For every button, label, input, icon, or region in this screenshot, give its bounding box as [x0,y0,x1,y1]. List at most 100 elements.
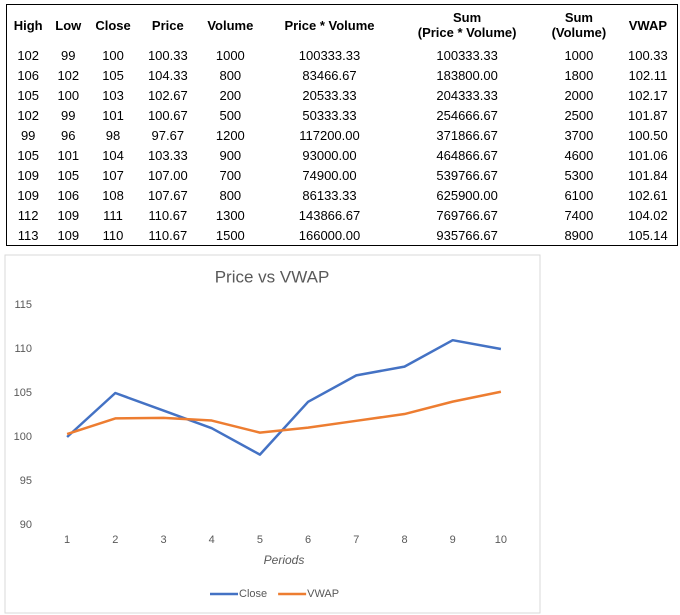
table-cell: 166000.00 [298,227,361,243]
table-cell: 102 [17,47,40,63]
table-cell: 105 [57,167,80,183]
table-row: 99 96 98 97.67 1200 117200.00 371866.67 3700 100… [7,125,678,145]
table-cell: 99 [20,127,36,143]
table-cell: 83466.67 [302,67,357,83]
x-tick-label: 10 [495,534,507,546]
table-cell: 113 [17,227,39,243]
table-row: 109 105 107 107.00 700 74900.00 539766.67 5300 1… [7,165,678,185]
table-cell: 101.06 [627,147,668,163]
table-cell: 1200 [215,127,245,143]
table-cell: 101 [102,107,124,123]
table-cell: 106 [17,67,40,83]
table-cell: 183800.00 [436,67,498,83]
table-cell: 110.67 [148,227,188,243]
data-table: High Low Close Price Volume Price * Volume Sum… [6,4,678,246]
table-cell: 110 [102,227,124,243]
table-cell: 2500 [564,107,594,123]
column-header: Volume [207,17,254,33]
table-cell: 4600 [564,147,594,163]
table-cell: 102.61 [627,187,668,203]
table-cell: 1000 [215,47,245,63]
table-cell: 102.17 [627,87,668,103]
table-row: 112 109 111 110.67 1300 143866.67 769766.67 740… [7,205,678,225]
table-cell: 103.33 [147,147,188,163]
x-tick-label: 6 [305,534,311,546]
chart-title: Price vs VWAP [215,267,330,286]
table-cell: 117200.00 [299,127,360,143]
y-tick-label: 95 [20,475,32,487]
table-cell: 464866.67 [436,147,498,163]
table-cell: 102.67 [147,87,188,103]
column-header: Price [151,17,184,33]
table-cell: 8900 [564,227,594,243]
header-row: High Low Close Price Volume Price * Volume Sum… [7,5,678,46]
table-cell: 98 [105,127,121,143]
table-row: 105 100 103 102.67 200 20533.33 204333.33 2000 1… [7,85,678,105]
table-cell: 108 [102,187,124,203]
table-cell: 104.02 [627,207,668,223]
table-cell: 20533.33 [302,87,357,103]
x-tick-label: 3 [160,534,166,546]
table-cell: 204333.33 [436,87,498,103]
table-cell: 5300 [564,167,594,183]
chart-frame [4,254,541,614]
table-cell: 143866.67 [298,207,361,223]
table-cell: 86133.33 [302,187,357,203]
y-tick-label: 110 [14,343,32,355]
table-cell: 100.33 [627,47,668,63]
table-cell: 1300 [215,207,245,223]
table-cell: 371866.67 [436,127,498,143]
x-tick-label: 7 [353,534,359,546]
x-axis-label: Periods [264,553,305,567]
table-cell: 200 [219,87,242,103]
table-cell: 107 [102,167,124,183]
table-cell: 107.00 [147,167,188,183]
table-cell: 112 [17,207,39,223]
table-cell: 100 [102,47,124,63]
table-row: 105 101 104 103.33 900 93000.00 464866.67 4600 1… [7,145,678,165]
table-cell: 100.50 [627,127,668,143]
x-tick-label: 5 [257,534,263,546]
column-header: Sum (Price * Volume) [417,10,517,40]
table-cell: 100333.33 [298,47,361,63]
column-header: Close [95,17,131,33]
table-cell: 100333.33 [436,47,498,63]
column-header: VWAP [628,17,668,33]
x-tick-label: 8 [401,534,407,546]
table-cell: 109 [17,187,40,203]
table-cell: 74900.00 [302,167,357,183]
table-cell: 104 [102,147,124,163]
table-row: 106 102 105 104.33 800 83466.67 183800.00 1800 1… [7,65,678,85]
table-cell: 539766.67 [436,167,498,183]
table-cell: 3700 [564,127,594,143]
table-cell: 101.84 [627,167,668,183]
table-cell: 107.67 [147,187,188,203]
table-cell: 93000.00 [302,147,357,163]
x-tick-label: 1 [64,534,70,546]
table-cell: 1500 [215,227,245,243]
x-tick-label: 2 [112,534,118,546]
table-cell: 100.33 [147,47,188,63]
column-header: Low [55,17,82,33]
y-tick-label: 105 [14,387,32,399]
table-cell: 500 [219,107,242,123]
table-cell: 105 [102,67,124,83]
table-cell: 100.67 [147,107,188,123]
table-cell: 105 [17,147,40,163]
table-cell: 101.87 [627,107,668,123]
table-cell: 1000 [564,47,594,63]
table-cell: 96 [61,127,76,143]
y-tick-label: 115 [14,299,32,311]
table-cell: 102 [57,67,80,83]
table-cell: 700 [219,167,242,183]
table-cell: 109 [57,227,80,243]
table-cell: 769766.67 [436,207,498,223]
x-tick-label: 9 [450,534,456,546]
column-header: High [13,17,43,33]
table-cell: 900 [219,147,242,163]
table-row: 109 106 108 107.67 800 86133.33 625900.00 6100 1… [7,185,678,205]
table-cell: 99 [61,107,76,123]
table-cell: 6100 [564,187,594,203]
